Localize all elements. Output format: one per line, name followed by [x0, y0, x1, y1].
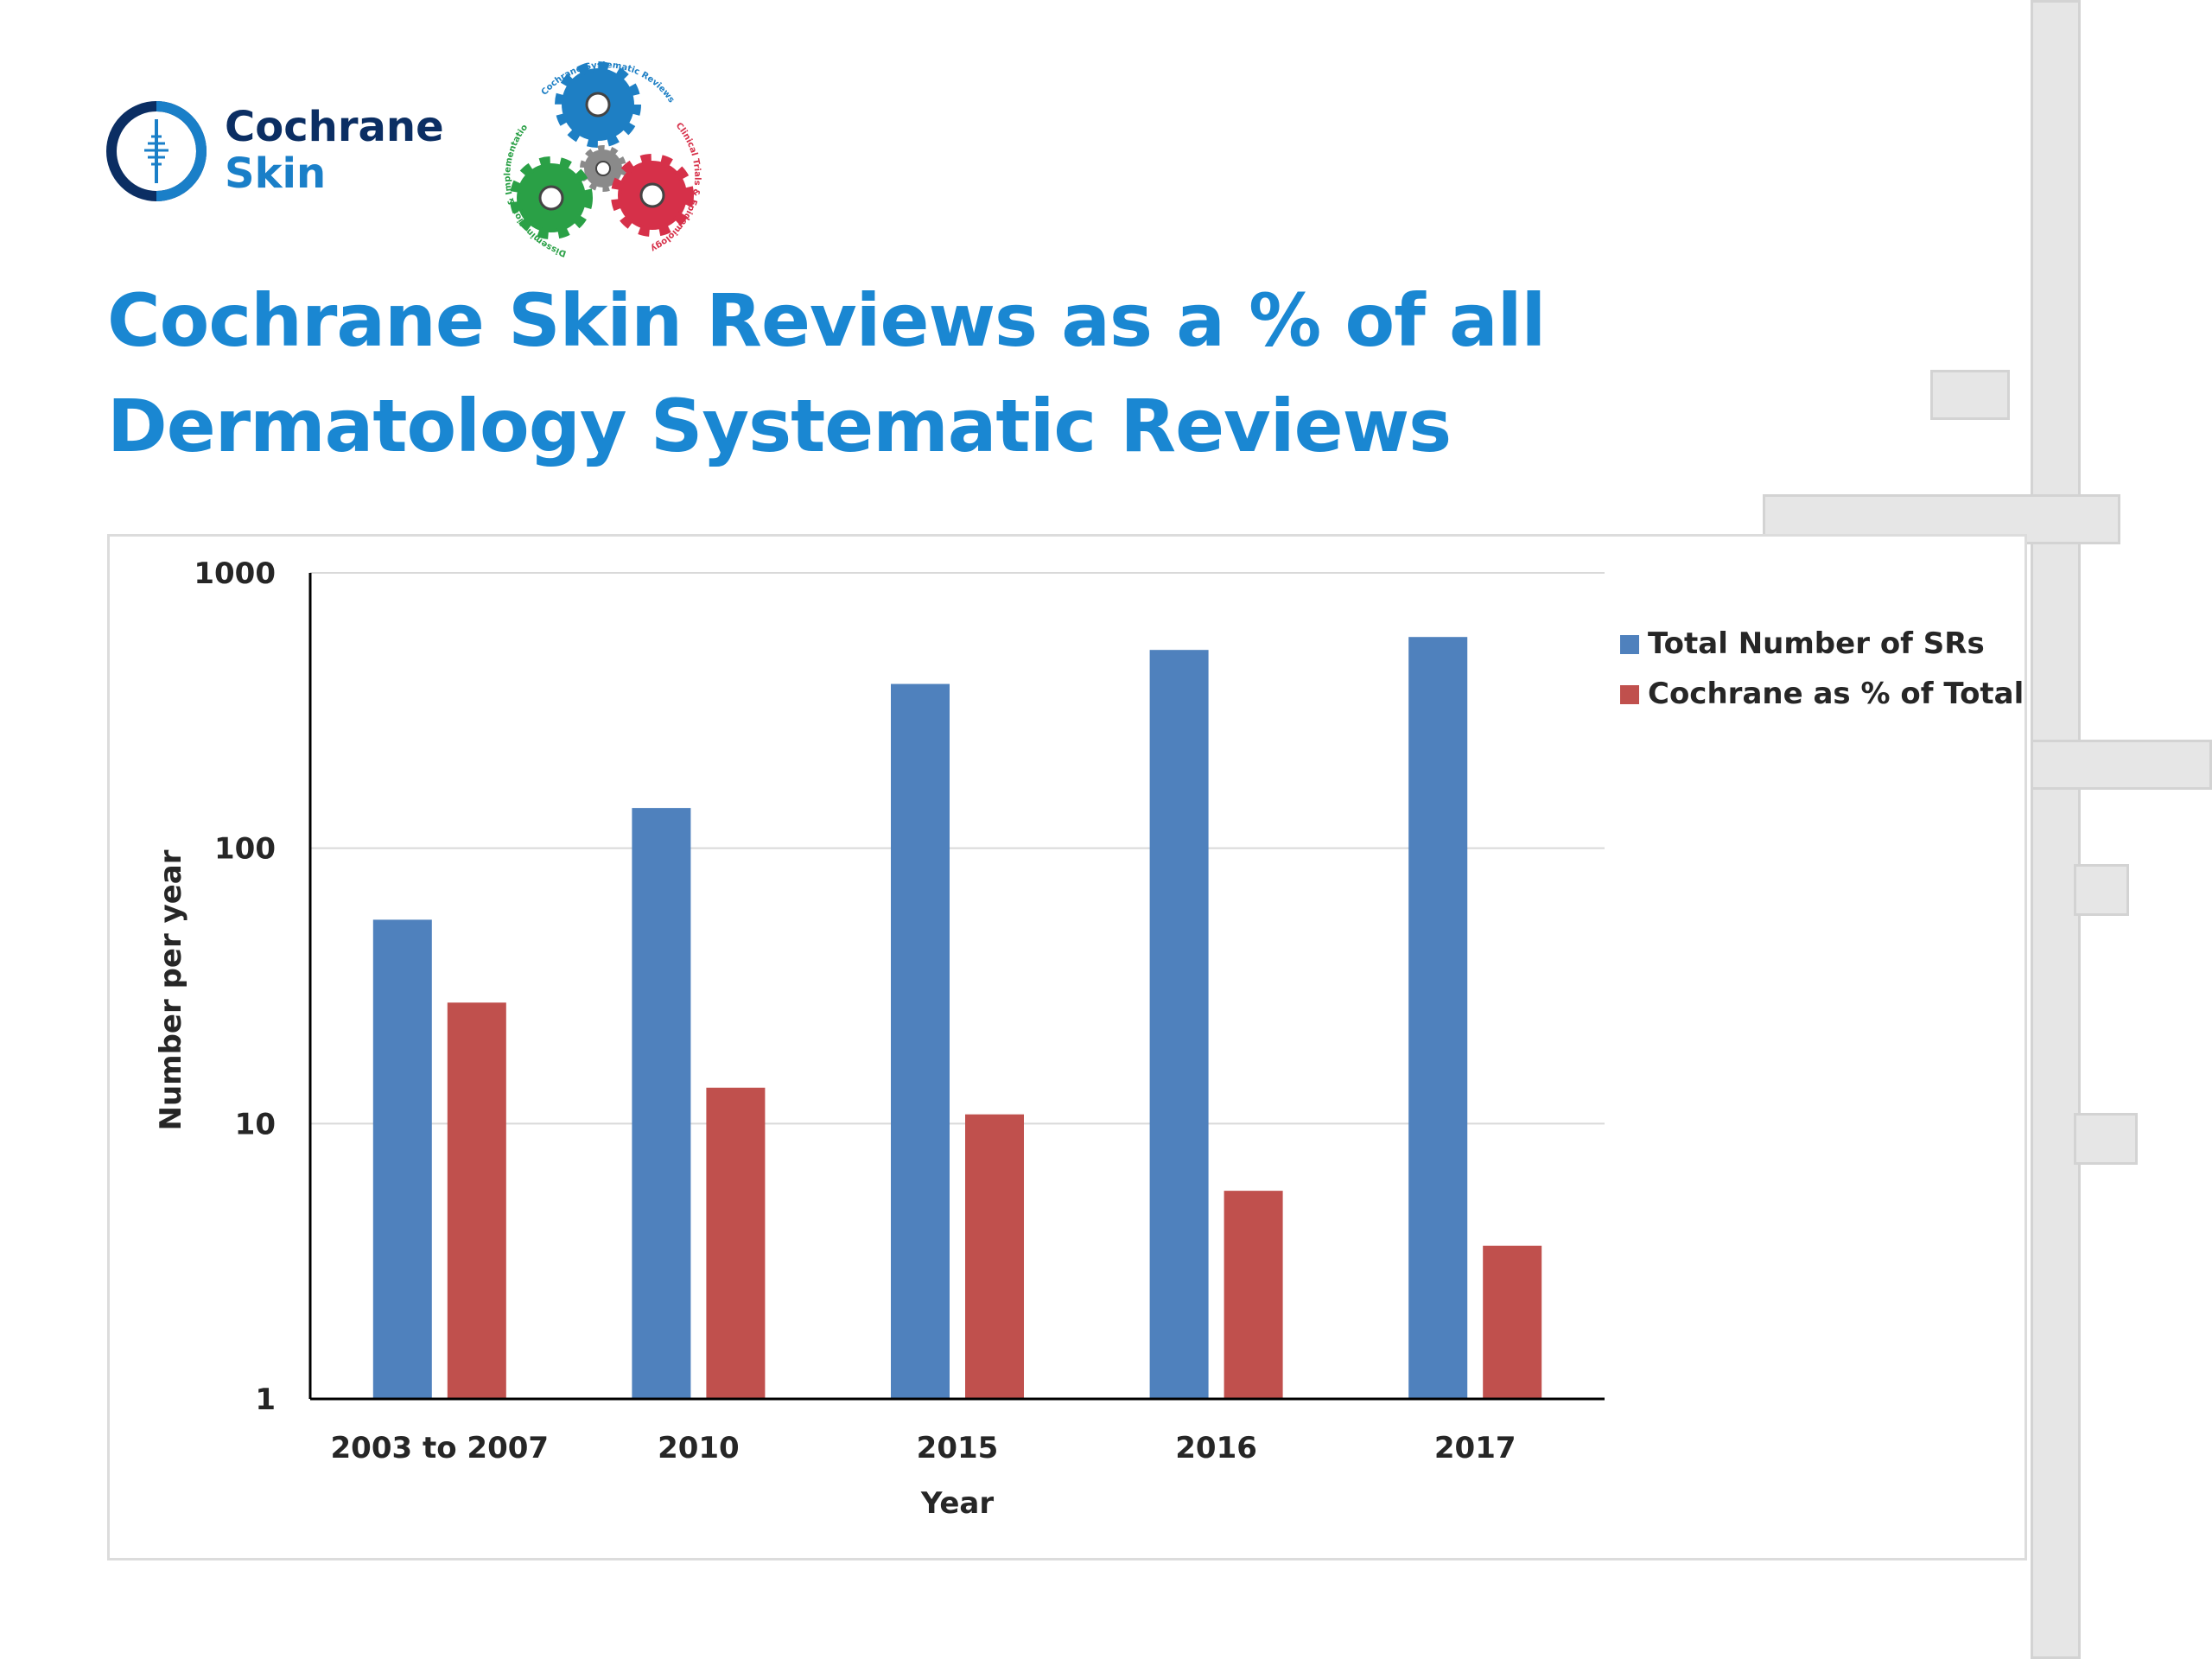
- legend-swatch: [1620, 635, 1639, 654]
- bar-total-srs: [1149, 650, 1209, 1399]
- bar-cochrane-pct: [1483, 1245, 1542, 1399]
- y-axis-title: Number per year: [154, 849, 188, 1130]
- pipe-decoration-stub-2: [2074, 1113, 2138, 1165]
- y-tick-label: 1: [255, 1382, 276, 1417]
- legend-label: Total Number of SRs: [1648, 626, 1985, 661]
- bar-cochrane-pct: [1224, 1191, 1283, 1399]
- x-tick-label: 2016: [1175, 1431, 1257, 1465]
- bar-total-srs: [372, 919, 432, 1399]
- bar-cochrane-pct: [706, 1087, 766, 1399]
- bar-total-srs: [1408, 637, 1468, 1399]
- red-gear-icon: [611, 154, 694, 237]
- gears-logo-icon: Cochrane Systematic Reviews Clinical Tri…: [493, 50, 702, 258]
- x-tick-label: 2015: [917, 1431, 999, 1465]
- x-tick-label: 2010: [658, 1431, 740, 1465]
- y-tick-label: 10: [235, 1107, 276, 1141]
- legend-label: Cochrane as % of Total: [1648, 677, 2024, 711]
- bar-cochrane-pct: [447, 1002, 506, 1399]
- y-tick-label: 100: [214, 832, 276, 867]
- blue-gear-icon: [555, 61, 641, 148]
- bar-chart: 1 10 100 1000 2003 to 2007 2010 2015 2016 2017 Ye…: [154, 556, 2024, 1521]
- page-title: Cochrane Skin Reviews as a % of all Derm…: [107, 278, 1546, 468]
- green-gear-icon: [510, 156, 593, 239]
- pipe-decoration-joint: [2031, 740, 2212, 790]
- x-tick-label: 2003 to 2007: [331, 1431, 550, 1465]
- y-tick-label: 1000: [194, 556, 276, 591]
- pipe-decoration-top-box: [1930, 370, 2010, 420]
- bar-cochrane-pct: [965, 1114, 1024, 1399]
- chart-container: 1 10 100 1000 2003 to 2007 2010 2015 2016 2017 Ye…: [107, 534, 2027, 1560]
- pipe-decoration-stub-1: [2074, 864, 2129, 916]
- bar-total-srs: [891, 683, 950, 1399]
- logo-text-cochrane: Cochrane: [225, 103, 444, 151]
- logo-text-skin: Skin: [225, 149, 327, 198]
- legend-swatch: [1620, 685, 1639, 704]
- x-tick-label: 2017: [1434, 1431, 1516, 1465]
- pipe-decoration-vertical: [2031, 0, 2081, 1659]
- cochrane-skin-logo: Cochrane Skin: [105, 95, 444, 207]
- cochrane-logo-icon: [106, 101, 207, 201]
- x-axis-title: Year: [920, 1486, 995, 1521]
- bar-total-srs: [632, 808, 691, 1399]
